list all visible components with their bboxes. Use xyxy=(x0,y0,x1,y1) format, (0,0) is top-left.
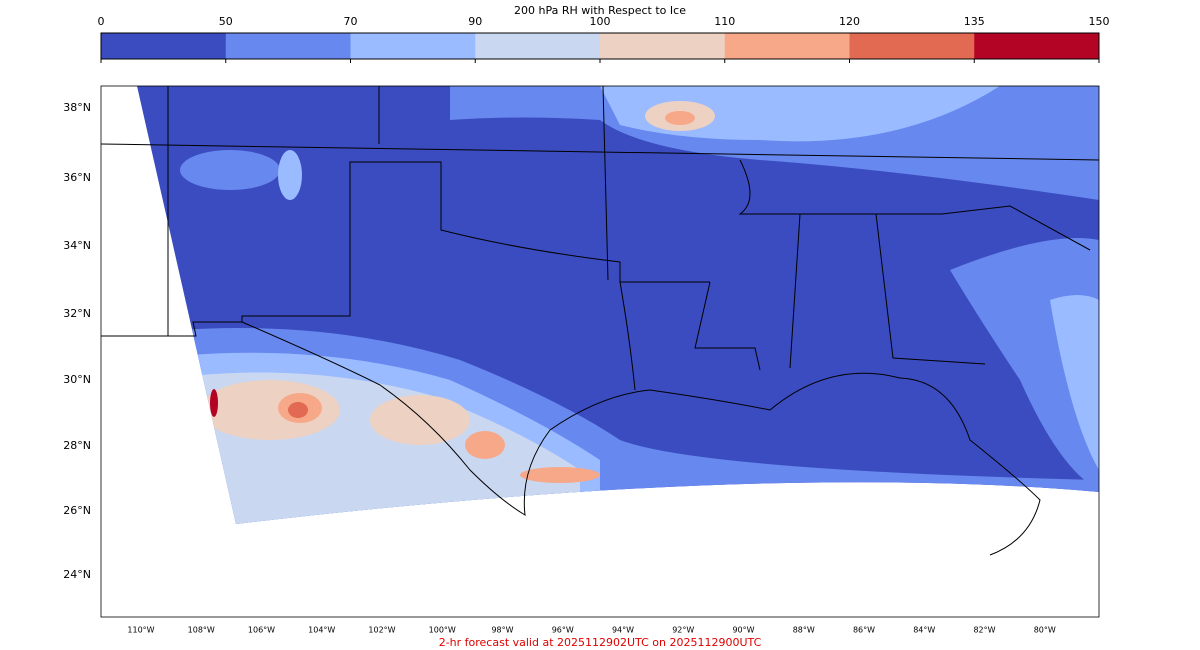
field-blob xyxy=(370,395,470,445)
colorbar-tick-label: 90 xyxy=(468,15,482,28)
lon-label: 80°W xyxy=(1034,626,1056,635)
colorbar-tick-label: 100 xyxy=(590,15,611,28)
lat-label: 24°N xyxy=(63,568,91,581)
border xyxy=(167,85,761,391)
field-blob xyxy=(180,150,280,190)
lat-label: 34°N xyxy=(63,239,91,252)
lat-label: 30°N xyxy=(63,373,91,386)
field-blob xyxy=(210,389,218,417)
field-blob xyxy=(288,402,308,418)
lon-label: 92°W xyxy=(672,626,694,635)
lon-label: 106°W xyxy=(248,626,275,635)
state-borders xyxy=(100,85,1100,556)
lat-label: 28°N xyxy=(63,439,91,452)
lon-label: 108°W xyxy=(188,626,215,635)
lon-label: 82°W xyxy=(973,626,995,635)
lat-label: 26°N xyxy=(63,504,91,517)
map-frame xyxy=(100,85,1100,618)
colorbar-segment xyxy=(600,33,726,59)
colorbar: 0 50 70 90 100 110 120 135 150 xyxy=(98,15,1110,63)
lon-label: 86°W xyxy=(853,626,875,635)
lon-label: 110°W xyxy=(127,626,154,635)
field-blob xyxy=(278,150,302,200)
colorbar-segment xyxy=(225,33,351,59)
border xyxy=(738,159,1091,369)
lat-label: 32°N xyxy=(63,307,91,320)
footer: 2-hr forecast valid at 2025112902UTC on … xyxy=(439,636,762,649)
colorbar-tick-label: 50 xyxy=(219,15,233,28)
lon-label: 90°W xyxy=(732,626,754,635)
lon-label: 84°W xyxy=(913,626,935,635)
field-blob xyxy=(520,467,600,483)
colorbar-tick-label: 135 xyxy=(964,15,985,28)
lon-label: 100°W xyxy=(429,626,456,635)
lon-labels: 110°W 108°W 106°W 104°W 102°W 100°W 98°W 96°W 94… xyxy=(127,626,1055,635)
lat-label: 38°N xyxy=(63,101,91,114)
field-blob xyxy=(665,111,695,125)
colorbar-tick-label: 70 xyxy=(344,15,358,28)
lon-label: 98°W xyxy=(491,626,513,635)
lon-label: 94°W xyxy=(612,626,634,635)
colorbar-segment xyxy=(849,33,975,59)
colorbar-frame xyxy=(100,32,1100,60)
colorbar-segment xyxy=(724,33,850,59)
lon-label: 88°W xyxy=(793,626,815,635)
colorbar-segment xyxy=(101,33,227,59)
lat-labels: 38°N 36°N 34°N 32°N 30°N 28°N 26°N 24°N xyxy=(63,101,91,581)
field-band xyxy=(1050,295,1099,470)
coastline xyxy=(241,321,1041,556)
rh-field xyxy=(137,86,1099,524)
lon-label: 104°W xyxy=(308,626,335,635)
colorbar-title: 200 hPa RH with Respect to Ice xyxy=(514,4,686,17)
colorbar-tick-label: 0 xyxy=(98,15,105,28)
colorbar-segment xyxy=(475,33,601,59)
field-blob xyxy=(465,431,505,459)
colorbar-segment xyxy=(974,33,1100,59)
lon-label: 102°W xyxy=(368,626,395,635)
colorbar-tick-label: 150 xyxy=(1089,15,1110,28)
colorbar-tick-label: 120 xyxy=(839,15,860,28)
colorbar-tick-label: 110 xyxy=(714,15,735,28)
border xyxy=(101,161,710,337)
border xyxy=(100,143,1100,161)
colorbar-segment xyxy=(350,33,476,59)
lon-label: 96°W xyxy=(552,626,574,635)
lat-label: 36°N xyxy=(63,171,91,184)
